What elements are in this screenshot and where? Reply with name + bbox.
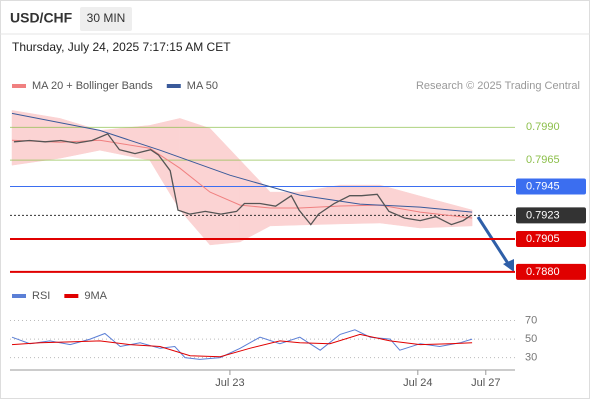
- bollinger-band: [11, 110, 61, 166]
- series-line: [11, 333, 473, 358]
- series-line: [11, 329, 473, 360]
- legend-label: 9MA: [84, 290, 107, 302]
- forecast-arrowhead: [503, 259, 514, 272]
- legend-swatch: [64, 294, 79, 298]
- level-badge: [516, 231, 586, 248]
- x-tick-label: Jul 27: [471, 377, 500, 389]
- level-label: 0.7965: [526, 154, 560, 166]
- credit: Research © 2025 Trading Central: [416, 80, 580, 92]
- price-line: [13, 133, 472, 226]
- bollinger-band: [269, 191, 301, 227]
- level-label: 0.7905: [526, 233, 560, 245]
- symbol: USD/CHF: [10, 10, 73, 26]
- legend-label: MA 50: [187, 80, 218, 92]
- forecast-arrow: [476, 216, 511, 266]
- legend-swatch: [12, 294, 26, 298]
- level-badge: [516, 207, 586, 224]
- level-label: 0.7923: [526, 209, 560, 221]
- level-badge: [516, 263, 586, 280]
- timeframe: 30 MIN: [87, 11, 126, 25]
- level-label: 0.7880: [526, 266, 560, 278]
- level-badge: [516, 178, 586, 195]
- legend-label: MA 20 + Bollinger Bands: [32, 80, 153, 92]
- x-tick-label: Jul 24: [403, 377, 432, 389]
- y-tick-label: 30: [525, 351, 537, 363]
- legend-swatch: [12, 84, 26, 88]
- x-tick-label: Jul 23: [215, 377, 244, 389]
- timeframe-box: [80, 7, 132, 31]
- legend-label: RSI: [32, 290, 50, 302]
- level-label: 0.7945: [526, 180, 560, 192]
- series-line: [11, 112, 473, 213]
- bollinger-band: [419, 195, 473, 229]
- y-tick-label: 50: [525, 333, 537, 345]
- legend-swatch: [166, 84, 181, 88]
- datetime: Thursday, July 24, 2025 7:17:15 AM CET: [12, 40, 231, 54]
- y-tick-label: 70: [525, 314, 537, 326]
- level-label: 0.7990: [526, 121, 560, 133]
